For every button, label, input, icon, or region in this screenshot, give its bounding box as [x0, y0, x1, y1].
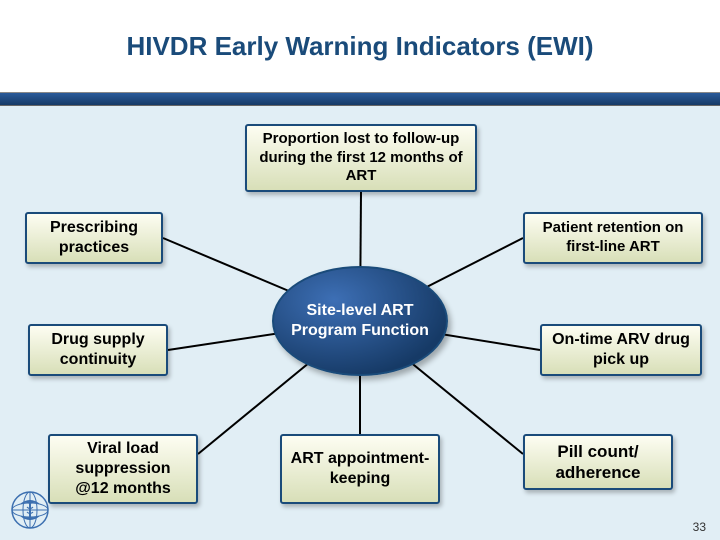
node-pill-count: Pill count/ adherence	[523, 434, 673, 490]
center-oval: Site-level ART Program Function	[272, 266, 448, 376]
node-drug-supply: Drug supply continuity	[28, 324, 168, 376]
node-appointment: ART appointment-keeping	[280, 434, 440, 504]
node-viral-load: Viral load suppression @12 months	[48, 434, 198, 504]
page-title: HIVDR Early Warning Indicators (EWI)	[126, 31, 593, 62]
title-area: HIVDR Early Warning Indicators (EWI)	[0, 0, 720, 92]
title-divider-bar	[0, 92, 720, 106]
diagram-canvas: 33 Site-level ART Program FunctionPropor…	[0, 106, 720, 540]
node-lost-followup: Proportion lost to follow-up during the …	[245, 124, 477, 192]
node-patient-retention: Patient retention on first-line ART	[523, 212, 703, 264]
node-prescribing: Prescribing practices	[25, 212, 163, 264]
node-ontime-pickup: On-time ARV drug pick up	[540, 324, 702, 376]
